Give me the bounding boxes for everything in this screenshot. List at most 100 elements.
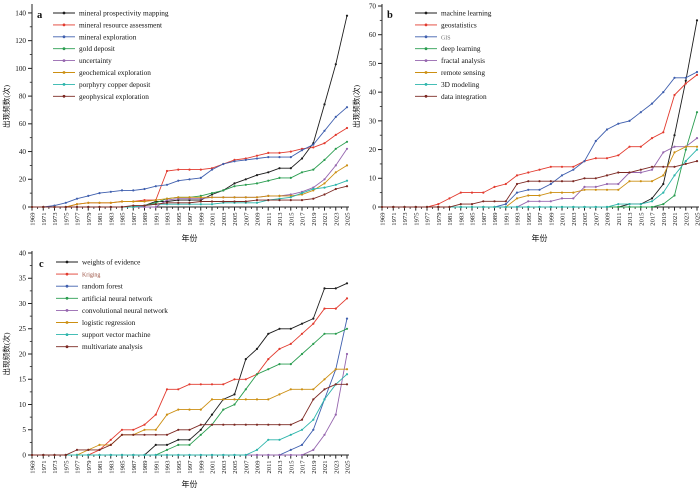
legend-marker-mineral-exploration (62, 35, 66, 39)
chart-panel-b: 0 10 20 30 40 50 60 70 1969 1971 1973 1975 1977 1979 1… (351, 2, 700, 243)
legend-label-kriging: Kriging (82, 273, 100, 279)
x-tick-label-b-2011: 2011 (616, 213, 623, 226)
legend-label-mineral-exploration: mineral exploration (79, 32, 137, 41)
panel-label-b: b (387, 10, 393, 21)
x-tick-label-b-1979: 1979 (436, 212, 443, 226)
x-tick-label-b-2003: 2003 (571, 212, 578, 226)
x-tick-label-a-1969: 1969 (30, 212, 37, 226)
x-tick-label-a-1971: 1971 (41, 213, 48, 226)
x-tick-label-b-2015: 2015 (638, 212, 645, 226)
x-tick-label-a-2009: 2009 (255, 212, 262, 226)
legend-marker-deep-learning (424, 47, 428, 51)
x-tick-label-c-1991: 1991 (153, 461, 160, 474)
x-tick-label-b-2025: 2025 (695, 212, 700, 226)
x-tick-label-a-1999: 1999 (198, 212, 205, 226)
legend-item-multivariate-analysis: multivariate analysis (56, 342, 143, 351)
x-tick-label-c-2009: 2009 (255, 460, 262, 474)
legend-marker-mineral-resource-assessment (62, 23, 66, 27)
legend-label-random-forest: random forest (82, 282, 123, 291)
legend-item-3d-modeling: 3D modeling (415, 80, 480, 89)
series-line-random-forest (32, 318, 348, 456)
legend-label-deep-learning: deep learning (441, 44, 481, 53)
y-tick-label-b-20: 20 (369, 146, 377, 154)
x-tick-label-c-1981: 1981 (97, 461, 104, 474)
legend-b: machine learning geostatistics GIS deep lea… (415, 9, 492, 101)
legend-label-porphyry-copper-deposit: porphyry copper deposit (79, 80, 150, 89)
x-tick-label-b-2023: 2023 (683, 212, 690, 226)
legend-item-mineral-exploration: mineral exploration (53, 32, 137, 41)
x-tick-label-a-1989: 1989 (142, 212, 149, 226)
legend-c: weights of evidence Kriging random forest a… (56, 258, 168, 351)
x-tick-label-b-1999: 1999 (548, 212, 555, 226)
legend-label-multivariate-analysis: multivariate analysis (82, 342, 143, 351)
y-axis-label-a: 出现频数(次) (1, 85, 11, 128)
y-tick-label-c-20: 20 (19, 350, 27, 358)
x-tick-label-b-1997: 1997 (537, 212, 544, 226)
x-tick-label-b-1977: 1977 (425, 212, 432, 226)
x-tick-label-c-1969: 1969 (30, 460, 37, 474)
x-tick-label-a-2021: 2021 (322, 213, 329, 226)
series-line-remote-sensing (382, 146, 697, 208)
x-tick-label-c-1993: 1993 (165, 460, 172, 474)
x-tick-label-b-1991: 1991 (503, 213, 510, 226)
legend-marker-geophysical-exploration (62, 94, 66, 98)
series-markers-geostatistics (380, 73, 699, 209)
legend-item-convolutional-neural-network: convolutional neural network (56, 306, 168, 315)
x-tick-label-c-1997: 1997 (187, 460, 194, 474)
x-tick-label-b-1995: 1995 (526, 212, 533, 226)
legend-item-geophysical-exploration: geophysical exploration (53, 92, 149, 101)
legend-marker-multivariate-analysis (65, 345, 69, 349)
x-tick-label-c-2003: 2003 (221, 460, 228, 474)
panel-label-c: c (39, 259, 44, 270)
legend-label-data-integration: data integration (441, 92, 487, 101)
series-markers-data-integration (380, 160, 699, 209)
x-tick-label-a-1981: 1981 (97, 213, 104, 226)
y-tick-label-a-100: 100 (15, 65, 26, 73)
x-tick-label-c-2015: 2015 (288, 460, 295, 474)
x-tick-label-a-2003: 2003 (221, 212, 228, 226)
legend-label-machine-learning: machine learning (441, 9, 492, 18)
y-tick-label-b-10: 10 (369, 175, 377, 183)
y-tick-label-c-30: 30 (19, 300, 27, 308)
x-tick-label-b-1993: 1993 (515, 212, 522, 226)
y-tick-label-c-40: 40 (19, 249, 27, 257)
x-tick-label-a-2015: 2015 (288, 212, 295, 226)
x-tick-label-b-1987: 1987 (481, 212, 488, 226)
legend-marker-fractal-analysis (424, 59, 428, 62)
series-markers-multivariate-analysis (30, 383, 349, 457)
legend-label-support-vector-machine: support vector machine (82, 330, 151, 339)
legend-item-data-integration: data integration (415, 92, 487, 101)
x-tick-label-b-1969: 1969 (380, 212, 387, 226)
x-axis-label-b: 年份 (532, 233, 548, 243)
legend-label-logistic-regression: logistic regression (82, 318, 136, 327)
legend-item-mineral-resource-assessment: mineral resource assessment (53, 20, 162, 29)
legend-marker-artificial-neural-network (65, 296, 69, 300)
legend-marker-random-forest (65, 284, 69, 288)
x-tick-label-a-1997: 1997 (187, 212, 194, 226)
x-tick-label-c-2025: 2025 (345, 460, 352, 474)
x-tick-label-c-1971: 1971 (41, 461, 48, 474)
legend-marker-uncertainty (62, 59, 66, 62)
legend-item-porphyry-copper-deposit: porphyry copper deposit (53, 80, 150, 89)
y-tick-label-c-15: 15 (19, 376, 27, 384)
legend-label-weights-of-evidence: weights of evidence (82, 258, 140, 267)
x-tick-label-c-1987: 1987 (131, 460, 138, 474)
series-markers-geochemical-exploration (30, 164, 349, 209)
x-tick-label-c-2019: 2019 (311, 460, 318, 474)
legend-marker-kriging (65, 272, 69, 276)
legend-marker-data-integration (424, 94, 428, 98)
legend-item-logistic-regression: logistic regression (56, 318, 136, 327)
x-tick-label-b-1971: 1971 (391, 213, 398, 226)
legend-label-geochemical-exploration: geochemical exploration (79, 68, 151, 77)
series-line-artificial-neural-network (32, 328, 348, 456)
legend-marker-machine-learning (424, 11, 428, 15)
y-tick-label-a-60: 60 (19, 120, 27, 128)
x-tick-label-b-2007: 2007 (593, 212, 600, 226)
legend-item-machine-learning: machine learning (415, 9, 492, 18)
x-axis-label-c: 年份 (182, 479, 198, 489)
series-markers-logistic-regression (30, 368, 349, 457)
y-tick-label-b-0: 0 (372, 203, 376, 211)
y-tick-label-c-25: 25 (19, 325, 27, 333)
x-tick-label-c-2011: 2011 (266, 461, 273, 474)
